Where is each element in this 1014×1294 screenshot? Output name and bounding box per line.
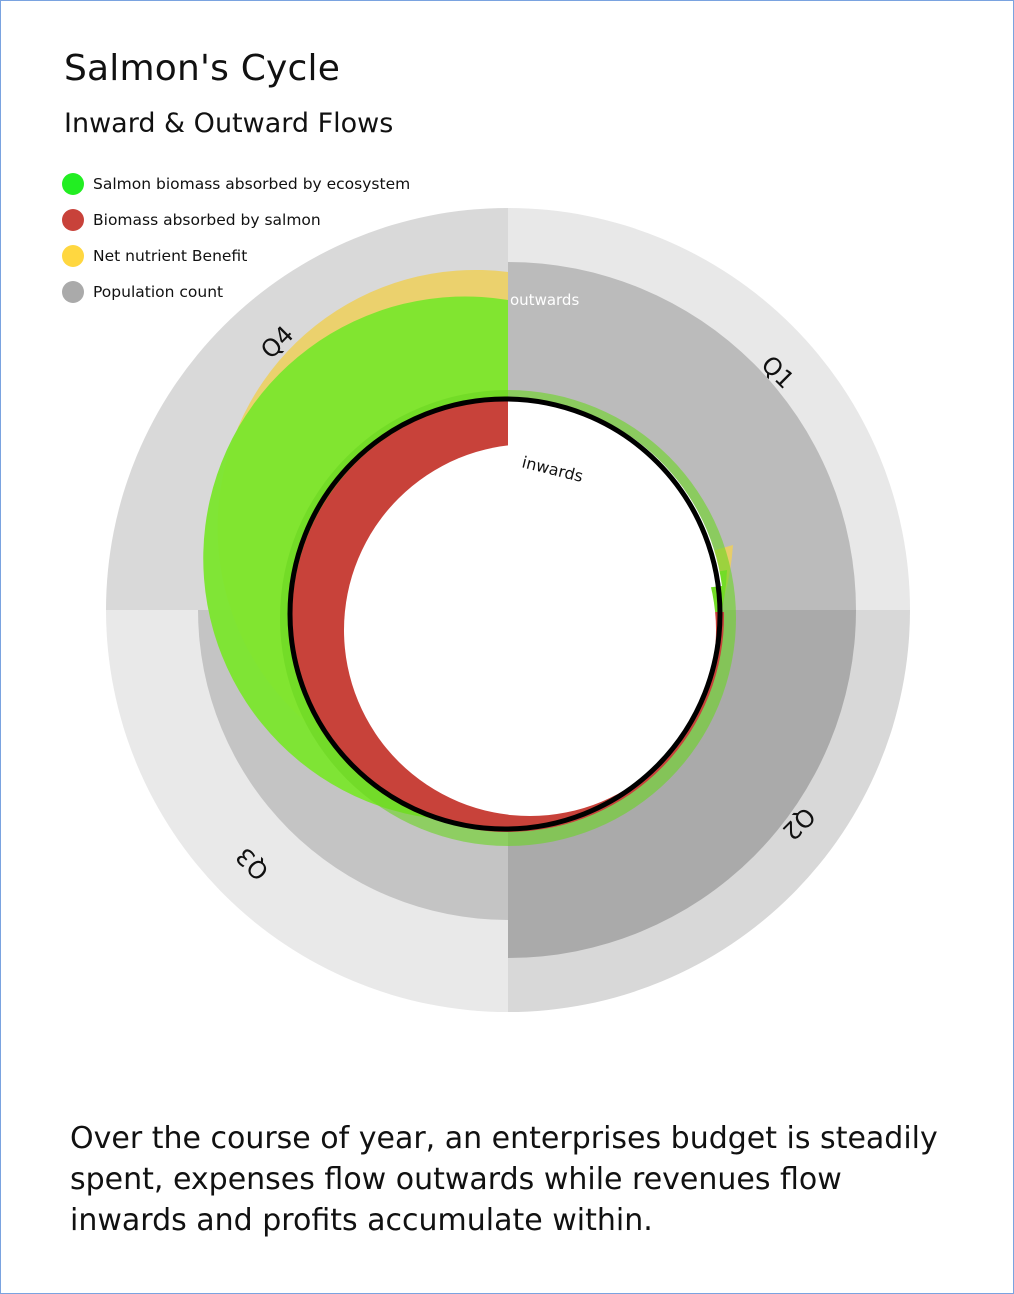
inner-core-top [508, 398, 722, 610]
legend-swatch [62, 281, 84, 303]
legend-swatch [62, 245, 84, 267]
outwards-label: outwards [510, 291, 579, 309]
legend-item: Net nutrient Benefit [62, 238, 410, 274]
legend-swatch [62, 209, 84, 231]
legend-item: Salmon biomass absorbed by ecosystem [62, 166, 410, 202]
chart-title: Salmon's Cycle [64, 48, 341, 89]
caption-text: Over the course of year, an enterprises … [70, 1121, 938, 1238]
legend-label: Net nutrient Benefit [93, 247, 248, 265]
legend-item: Biomass absorbed by salmon [62, 202, 410, 238]
legend-item: Population count [62, 274, 410, 310]
legend-label: Biomass absorbed by salmon [93, 211, 321, 229]
legend: Salmon biomass absorbed by ecosystem Bio… [62, 166, 410, 310]
inner-boundary-ring [287, 396, 723, 832]
legend-label: Salmon biomass absorbed by ecosystem [93, 175, 411, 193]
legend-swatch [62, 173, 84, 195]
legend-label: Population count [93, 283, 224, 301]
chart-subtitle: Inward & Outward Flows [64, 108, 394, 139]
